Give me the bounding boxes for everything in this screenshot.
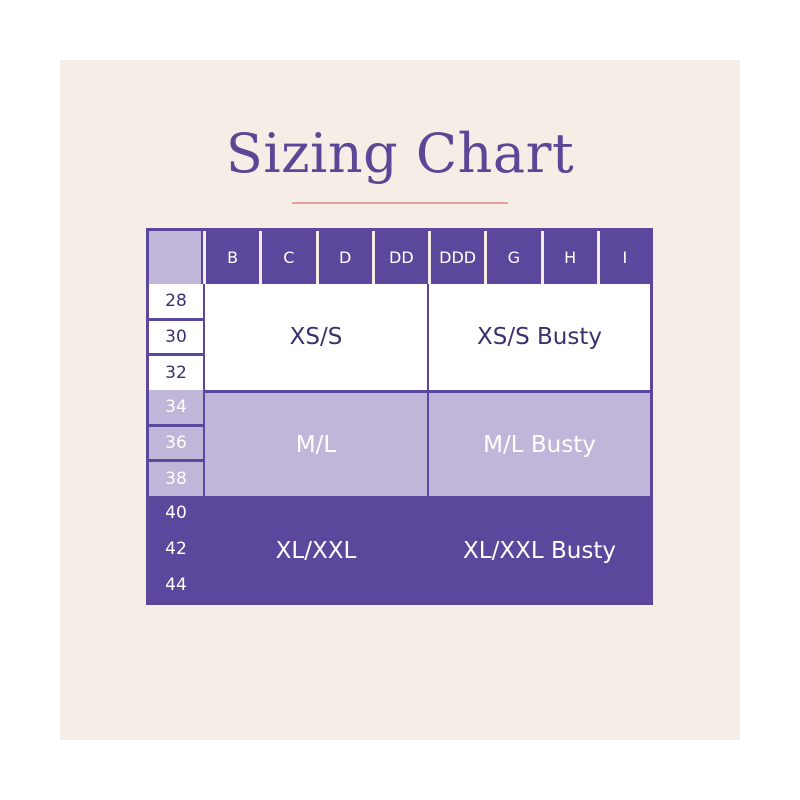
cup-size-header: B: [203, 231, 260, 284]
cup-size-header: C: [259, 231, 316, 284]
band-size-cell: 34: [149, 390, 203, 424]
band-size-cell: 42: [149, 532, 203, 566]
page-title: Sizing Chart: [225, 122, 575, 185]
size-cell: XS/S: [205, 284, 427, 390]
band-size-cell: 38: [149, 462, 203, 496]
cup-size-header: D: [315, 231, 372, 284]
cup-size-header: H: [540, 231, 597, 284]
band-size-cell: 40: [149, 496, 203, 530]
band-size-cell: 30: [149, 320, 203, 354]
cup-size-header: DD: [371, 231, 428, 284]
band-size-cell: 28: [149, 284, 203, 318]
cup-size-header: G: [484, 231, 541, 284]
busty-size-cell: XS/S Busty: [429, 284, 650, 390]
size-cell: XL/XXL: [205, 499, 427, 602]
busty-size-cell: XL/XXL Busty: [429, 499, 650, 602]
title-divider: [292, 202, 508, 204]
cup-size-header: I: [596, 231, 650, 284]
band-size-cell: 32: [149, 356, 203, 390]
busty-size-cell: M/L Busty: [429, 393, 650, 496]
sizing-table: B C D DD DDD G H I 28 30 32 XS/S XS/S Busty 34 36 38 M/L…: [146, 228, 653, 605]
cup-size-header: DDD: [428, 231, 485, 284]
band-size-cell: 44: [149, 568, 203, 602]
corner-cell: [149, 231, 201, 284]
size-cell: M/L: [205, 393, 427, 496]
band-size-cell: 36: [149, 426, 203, 460]
